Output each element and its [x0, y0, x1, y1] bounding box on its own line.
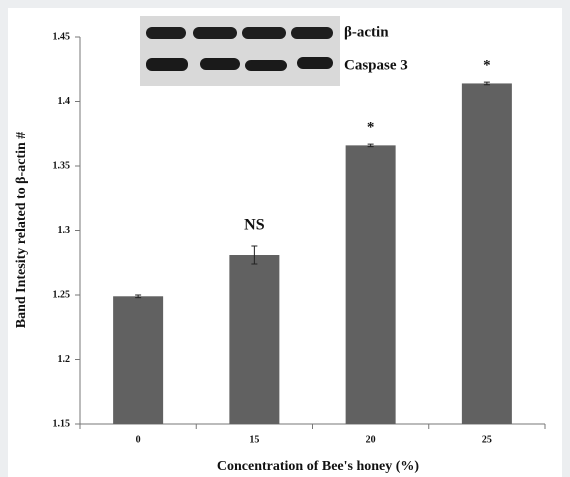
bar — [113, 296, 163, 424]
blot-band — [200, 58, 240, 70]
y-tick-label: 1.4 — [58, 96, 71, 107]
bar — [462, 83, 512, 424]
y-tick-label: 1.2 — [58, 354, 71, 365]
annotation: NS — [244, 217, 265, 234]
bar — [346, 145, 396, 424]
y-axis-title: Band Intesity related to β-actin # — [14, 132, 29, 329]
blot-band — [291, 27, 333, 39]
y-tick-label: 1.25 — [53, 289, 71, 300]
x-tick-label: 15 — [249, 434, 259, 445]
y-tick-label: 1.45 — [53, 31, 71, 42]
inset-label: Caspase 3 — [344, 57, 408, 73]
page: β-actin Caspase 3 Band Intesity related … — [0, 0, 570, 477]
blot-background — [140, 16, 340, 86]
blot-band — [245, 60, 287, 71]
blot-band — [146, 27, 186, 39]
blot-band — [193, 27, 237, 39]
blot-image — [140, 16, 340, 86]
x-axis-title: Concentration of Bee's honey (%) — [217, 459, 420, 474]
y-tick-label: 1.3 — [58, 225, 71, 236]
chart: β-actin Caspase 3 Band Intesity related … — [0, 0, 570, 477]
bar — [229, 255, 279, 424]
y-tick-label: 1.15 — [53, 418, 71, 429]
x-tick-label: 20 — [366, 434, 376, 445]
x-tick-label: 0 — [136, 434, 141, 445]
blot-band — [297, 57, 333, 69]
x-tick-label: 25 — [482, 434, 492, 445]
blot-band — [242, 27, 286, 39]
blot-band — [146, 58, 188, 71]
annotation: * — [367, 120, 375, 136]
inset-label: β-actin — [344, 24, 389, 40]
annotation: * — [483, 58, 491, 74]
y-tick-label: 1.35 — [53, 160, 71, 171]
